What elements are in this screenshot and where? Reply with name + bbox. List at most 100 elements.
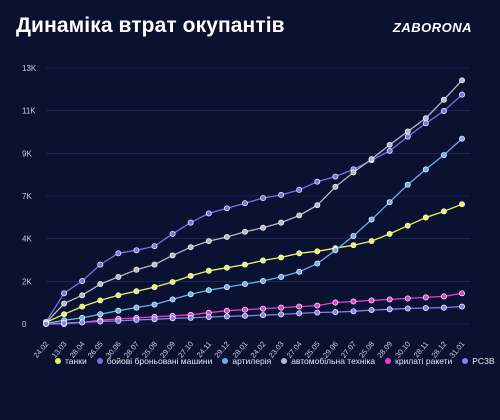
y-tick-label: 0 bbox=[22, 320, 27, 329]
data-point bbox=[242, 261, 248, 268]
data-point bbox=[242, 281, 248, 288]
data-point bbox=[169, 252, 176, 259]
data-point bbox=[422, 115, 429, 122]
data-point bbox=[332, 247, 339, 254]
data-point bbox=[404, 305, 411, 312]
data-point bbox=[368, 156, 375, 163]
data-point bbox=[314, 309, 321, 316]
data-point bbox=[386, 230, 393, 237]
data-point bbox=[43, 320, 49, 327]
legend-label: автомобільна техніка bbox=[291, 356, 376, 366]
data-point bbox=[350, 308, 357, 315]
data-point bbox=[296, 212, 303, 219]
data-point bbox=[459, 77, 465, 84]
data-point bbox=[223, 313, 230, 320]
data-point bbox=[332, 173, 339, 180]
legend-swatch bbox=[55, 358, 61, 364]
data-point bbox=[404, 133, 411, 140]
legend-swatch bbox=[281, 358, 288, 364]
data-point bbox=[440, 208, 447, 215]
page-title: Динаміка втрат окупантів bbox=[16, 14, 285, 37]
data-point bbox=[260, 305, 266, 312]
data-point bbox=[386, 296, 393, 303]
y-tick-label: 4K bbox=[22, 235, 32, 244]
data-point bbox=[386, 147, 393, 154]
data-point bbox=[79, 319, 86, 326]
data-point bbox=[133, 247, 140, 254]
data-point bbox=[459, 135, 465, 142]
data-point bbox=[151, 243, 158, 250]
legend-item: танки bbox=[55, 356, 87, 366]
data-point bbox=[115, 292, 122, 299]
data-point bbox=[278, 192, 285, 198]
y-tick-label: 7K bbox=[22, 192, 32, 201]
data-point bbox=[187, 314, 194, 321]
data-point bbox=[151, 301, 158, 308]
data-point bbox=[169, 315, 176, 322]
legend-swatch bbox=[222, 358, 229, 364]
data-point bbox=[133, 304, 140, 311]
data-point bbox=[115, 307, 122, 314]
legend-item: артилерія bbox=[222, 356, 271, 366]
series-line bbox=[45, 138, 463, 325]
data-point bbox=[440, 96, 447, 103]
data-point bbox=[187, 219, 194, 226]
y-tick-label: 2K bbox=[22, 277, 32, 286]
data-point bbox=[260, 224, 266, 231]
data-point bbox=[314, 260, 321, 267]
data-point bbox=[314, 178, 321, 185]
data-point bbox=[260, 257, 266, 264]
data-point bbox=[332, 309, 339, 316]
data-point bbox=[115, 317, 122, 324]
data-point bbox=[440, 293, 447, 300]
data-point bbox=[314, 202, 321, 209]
data-point bbox=[169, 296, 176, 303]
data-point bbox=[187, 244, 194, 251]
data-point bbox=[169, 279, 176, 285]
data-point bbox=[350, 169, 357, 176]
data-point bbox=[97, 311, 104, 318]
data-point bbox=[386, 141, 393, 148]
data-point bbox=[223, 264, 230, 271]
data-point bbox=[169, 230, 176, 237]
data-point bbox=[422, 294, 429, 301]
data-point bbox=[260, 278, 266, 284]
data-point bbox=[459, 303, 465, 310]
data-point bbox=[242, 312, 248, 319]
data-point bbox=[223, 284, 230, 291]
data-point bbox=[223, 234, 230, 240]
data-point bbox=[115, 273, 122, 280]
data-point bbox=[422, 120, 429, 127]
data-point bbox=[79, 303, 86, 310]
data-point bbox=[79, 292, 86, 299]
brand-logo: ZABORONA bbox=[392, 20, 472, 35]
legend-item: крилаті ракети bbox=[385, 356, 452, 366]
data-point bbox=[223, 307, 230, 314]
y-tick-label: 11K bbox=[22, 107, 36, 116]
data-point bbox=[151, 261, 158, 268]
data-point bbox=[278, 311, 285, 318]
series-line bbox=[45, 305, 463, 325]
data-point bbox=[296, 303, 303, 310]
data-point bbox=[278, 304, 285, 311]
data-point bbox=[459, 201, 465, 208]
data-point bbox=[368, 238, 375, 245]
series-line bbox=[45, 79, 463, 324]
data-point bbox=[404, 181, 411, 188]
data-point bbox=[187, 291, 194, 298]
data-point bbox=[314, 248, 321, 255]
data-point bbox=[368, 216, 375, 223]
data-point bbox=[404, 295, 411, 302]
data-point bbox=[205, 267, 212, 274]
series-line bbox=[46, 292, 463, 325]
legend-item: РСЗВ bbox=[462, 356, 495, 366]
data-point bbox=[115, 250, 122, 257]
data-point bbox=[332, 183, 339, 190]
data-point bbox=[79, 278, 86, 284]
data-point bbox=[332, 299, 339, 306]
data-point bbox=[223, 205, 230, 212]
x-tick-label: 24.02 bbox=[32, 340, 51, 360]
legend-label: бойові броньовані машини bbox=[106, 356, 213, 366]
data-point bbox=[350, 232, 357, 239]
data-point bbox=[278, 219, 285, 226]
